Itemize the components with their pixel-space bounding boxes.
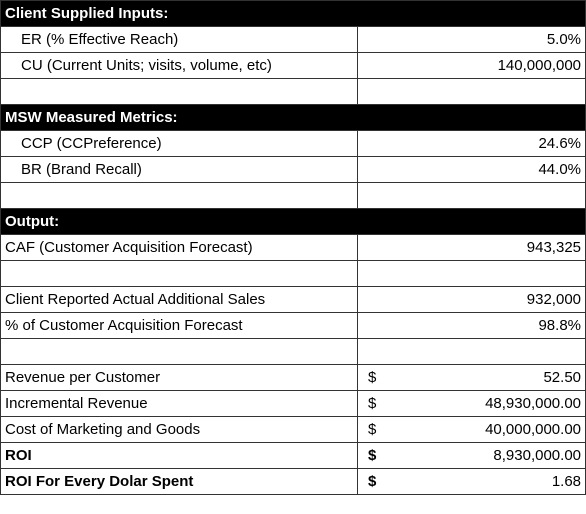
value: 52.50: [543, 369, 582, 386]
money-cell: $52.50: [356, 364, 586, 391]
section-title: Output:: [0, 208, 586, 235]
blank-row: [0, 260, 586, 287]
label: Client Reported Actual Additional Sales: [0, 286, 358, 313]
row: Cost of Marketing and Goods $40,000,000.0…: [0, 416, 586, 443]
label: ROI For Every Dolar Spent: [0, 468, 358, 495]
money-cell: $48,930,000.00: [356, 390, 586, 417]
label: Incremental Revenue: [0, 390, 358, 417]
value: 932,000: [356, 286, 586, 313]
value: 943,325: [356, 234, 586, 261]
row: Incremental Revenue $48,930,000.00: [0, 390, 586, 417]
money-cell: $40,000,000.00: [356, 416, 586, 443]
value: 48,930,000.00: [485, 395, 582, 412]
value: 1.68: [551, 473, 582, 490]
row: CCP (CCPreference) 24.6%: [0, 130, 586, 157]
section-title: Client Supplied Inputs:: [0, 0, 586, 27]
value: 5.0%: [356, 26, 586, 53]
row: BR (Brand Recall) 44.0%: [0, 156, 586, 183]
section-header: Client Supplied Inputs:: [0, 0, 586, 27]
row: CAF (Customer Acquisition Forecast) 943,3…: [0, 234, 586, 261]
blank-row: [0, 78, 586, 105]
money-cell: $8,930,000.00: [356, 442, 586, 469]
money-cell: $1.68: [356, 468, 586, 495]
label: CU (Current Units; visits, volume, etc): [0, 52, 358, 79]
row: % of Customer Acquisition Forecast 98.8%: [0, 312, 586, 339]
label: Revenue per Customer: [0, 364, 358, 391]
row: ER (% Effective Reach) 5.0%: [0, 26, 586, 53]
row: ROI $8,930,000.00: [0, 442, 586, 469]
sheet: Client Supplied Inputs: ER (% Effective …: [0, 0, 586, 495]
label: ROI: [0, 442, 358, 469]
value: 140,000,000: [356, 52, 586, 79]
blank-row: [0, 182, 586, 209]
label: CAF (Customer Acquisition Forecast): [0, 234, 358, 261]
value: 44.0%: [356, 156, 586, 183]
blank-row: [0, 338, 586, 365]
currency: $: [368, 421, 377, 438]
label: BR (Brand Recall): [0, 156, 358, 183]
value: 8,930,000.00: [493, 447, 582, 464]
row: Client Reported Actual Additional Sales 9…: [0, 286, 586, 313]
value: 40,000,000.00: [485, 421, 582, 438]
label: CCP (CCPreference): [0, 130, 358, 157]
row: ROI For Every Dolar Spent $1.68: [0, 468, 586, 495]
section-title: MSW Measured Metrics:: [0, 104, 586, 131]
currency: $: [368, 369, 377, 386]
row: CU (Current Units; visits, volume, etc) 1…: [0, 52, 586, 79]
currency: $: [368, 447, 377, 464]
currency: $: [368, 395, 377, 412]
section-header: MSW Measured Metrics:: [0, 104, 586, 131]
currency: $: [368, 473, 377, 490]
row: Revenue per Customer $52.50: [0, 364, 586, 391]
value: 24.6%: [356, 130, 586, 157]
value: 98.8%: [356, 312, 586, 339]
label: ER (% Effective Reach): [0, 26, 358, 53]
label: Cost of Marketing and Goods: [0, 416, 358, 443]
label: % of Customer Acquisition Forecast: [0, 312, 358, 339]
section-header: Output:: [0, 208, 586, 235]
